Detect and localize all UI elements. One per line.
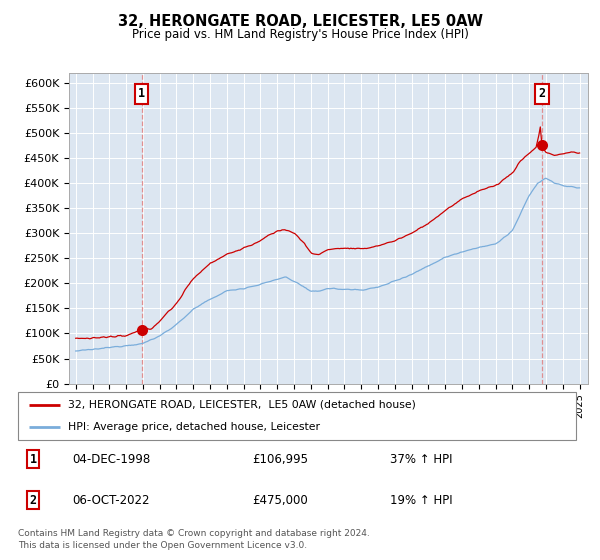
Text: 32, HERONGATE ROAD, LEICESTER, LE5 0AW: 32, HERONGATE ROAD, LEICESTER, LE5 0AW xyxy=(118,14,482,29)
Text: 2: 2 xyxy=(29,493,37,507)
Text: 32, HERONGATE ROAD, LEICESTER,  LE5 0AW (detached house): 32, HERONGATE ROAD, LEICESTER, LE5 0AW (… xyxy=(68,400,416,410)
Text: Contains HM Land Registry data © Crown copyright and database right 2024.
This d: Contains HM Land Registry data © Crown c… xyxy=(18,529,370,550)
Text: 37% ↑ HPI: 37% ↑ HPI xyxy=(390,452,452,466)
Text: £475,000: £475,000 xyxy=(252,493,308,507)
Text: 2: 2 xyxy=(538,87,545,100)
Text: HPI: Average price, detached house, Leicester: HPI: Average price, detached house, Leic… xyxy=(68,422,320,432)
Text: £106,995: £106,995 xyxy=(252,452,308,466)
Text: Price paid vs. HM Land Registry's House Price Index (HPI): Price paid vs. HM Land Registry's House … xyxy=(131,28,469,41)
Text: 06-OCT-2022: 06-OCT-2022 xyxy=(72,493,149,507)
Text: 04-DEC-1998: 04-DEC-1998 xyxy=(72,452,150,466)
Text: 19% ↑ HPI: 19% ↑ HPI xyxy=(390,493,452,507)
Text: 1: 1 xyxy=(138,87,145,100)
Text: 1: 1 xyxy=(29,452,37,466)
FancyBboxPatch shape xyxy=(18,392,576,440)
